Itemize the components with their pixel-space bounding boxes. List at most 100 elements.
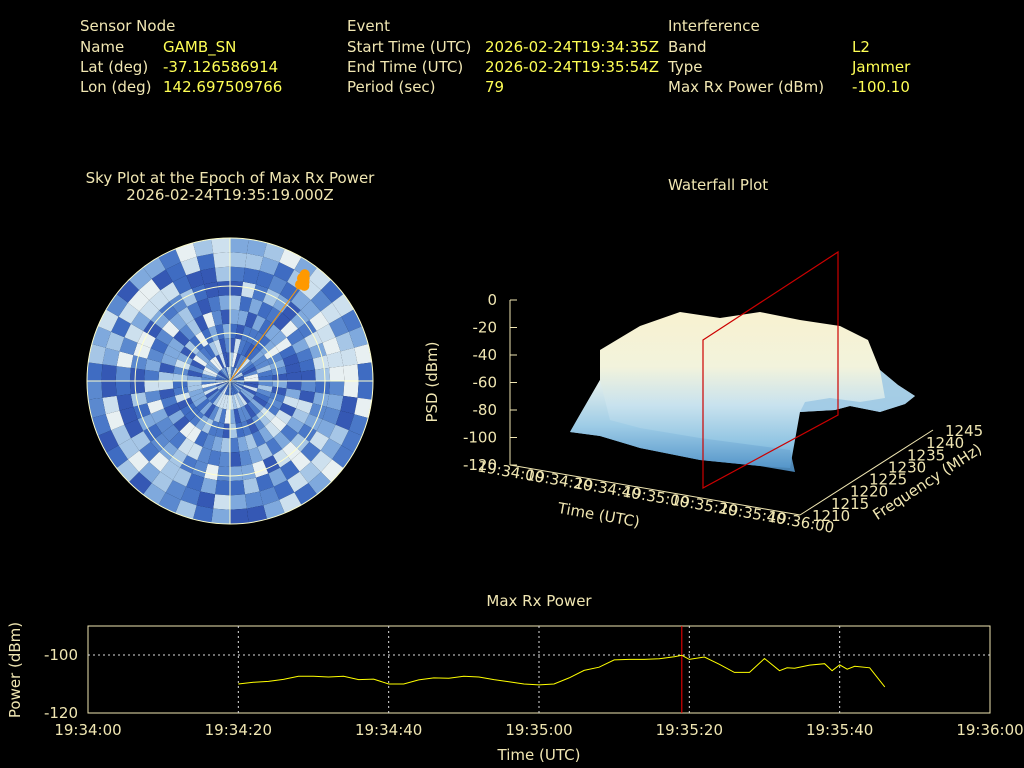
sky-cell (271, 366, 287, 376)
sky-cell (105, 331, 125, 352)
sky-cell (174, 392, 191, 403)
sky-cell (244, 403, 257, 419)
sky-cell (241, 363, 255, 374)
sky-cell (88, 343, 106, 365)
sky-cell (240, 360, 253, 373)
sensor-name-label: Name (80, 38, 125, 56)
sky-cell (273, 262, 295, 282)
sky-cell (139, 441, 160, 462)
sky-cell (272, 381, 288, 389)
sky-cell (128, 472, 152, 495)
sky-cell (128, 267, 152, 290)
sky-cell (244, 381, 259, 385)
sky-cell (150, 433, 170, 452)
sky-cell (279, 248, 302, 270)
sky-cell (215, 324, 225, 340)
sky-cell (246, 418, 259, 434)
sky-cell (251, 314, 266, 332)
sky-cell (101, 364, 117, 381)
sky-cell (264, 421, 281, 438)
sky-cell (192, 395, 208, 408)
sky-cell (321, 279, 344, 303)
sky-cell (299, 461, 322, 484)
sky-cell (252, 354, 268, 367)
sky-cell (320, 438, 342, 460)
sky-cell (111, 316, 131, 338)
wf-freq-tick-label: 1210 (812, 507, 850, 525)
sky-cell (190, 391, 206, 403)
sky-cell (226, 352, 230, 367)
sky-cell (173, 330, 190, 347)
sky-cell (189, 335, 204, 351)
interference-power-value: -100.10 (852, 78, 910, 96)
sky-cell (213, 339, 223, 355)
sky-cell (220, 437, 230, 453)
sky-cell (173, 386, 189, 396)
sky-cell (91, 326, 112, 348)
sky-cell (87, 362, 103, 381)
sky-cell (194, 314, 209, 332)
sky-cell (209, 358, 222, 371)
sky-cell (211, 436, 223, 452)
sky-cell (321, 459, 344, 483)
sky-cell (207, 450, 221, 467)
sky-cell (267, 352, 283, 365)
sky-cell (230, 338, 236, 353)
sky-cell (240, 389, 253, 402)
sky-cell (230, 423, 238, 439)
sky-cell (230, 375, 244, 381)
sky-cell (169, 431, 187, 450)
sky-cell (273, 312, 291, 331)
sky-cell (133, 403, 151, 420)
interference-heading: Interference (668, 17, 760, 35)
sky-cell (312, 392, 330, 407)
sky-cell (138, 278, 161, 301)
sky-cell (251, 331, 265, 347)
sky-cell (235, 393, 245, 408)
sky-cell (194, 430, 209, 448)
sky-cell (271, 386, 287, 396)
sky-cell (332, 445, 354, 469)
sky-cell (158, 492, 181, 514)
sky-cell (230, 381, 245, 385)
sky-cell (158, 371, 174, 381)
wf-freq-tick-label: 1240 (926, 434, 964, 452)
sky-cell (257, 369, 273, 378)
sky-cell (341, 309, 363, 332)
sky-cell (159, 362, 175, 374)
sensor-lon-value: 142.697509766 (163, 78, 283, 96)
sky-cell (187, 369, 203, 378)
wf-freq-tick-label: 1235 (907, 446, 945, 464)
sky-cell (205, 363, 219, 374)
sky-cell (196, 253, 216, 271)
sky-cell (187, 375, 202, 381)
sky-cell (230, 252, 247, 268)
sky-cell (230, 266, 245, 282)
sky-cell (200, 267, 217, 285)
sky-cell (238, 391, 251, 404)
sky-cell (340, 347, 358, 367)
sky-point (296, 273, 307, 284)
sky-cell (248, 298, 263, 315)
sky-cell (270, 415, 287, 432)
sky-cell (184, 407, 200, 422)
power-y-tick-label: -100 (44, 646, 78, 664)
sky-cell (177, 397, 193, 410)
sky-cell (204, 463, 219, 481)
sky-cell (275, 337, 292, 353)
sky-cell (200, 477, 217, 495)
sky-cell (219, 353, 227, 368)
interference-band-label: Band (668, 38, 707, 56)
waterfall-plot: 0-20-40-60-80-100-12019:34:0019:34:2019:… (423, 250, 985, 537)
sky-cell (310, 289, 333, 312)
sky-cell (197, 447, 212, 464)
sky-cell (186, 473, 205, 492)
sky-cell (257, 442, 273, 461)
sky-cell (199, 401, 213, 416)
sky-cell (299, 390, 316, 404)
sky-cell (230, 366, 234, 381)
sky-cell (268, 275, 288, 295)
wf-z-tick-label: -80 (473, 401, 498, 419)
sky-heatmap (87, 238, 373, 524)
sky-points (295, 269, 310, 291)
